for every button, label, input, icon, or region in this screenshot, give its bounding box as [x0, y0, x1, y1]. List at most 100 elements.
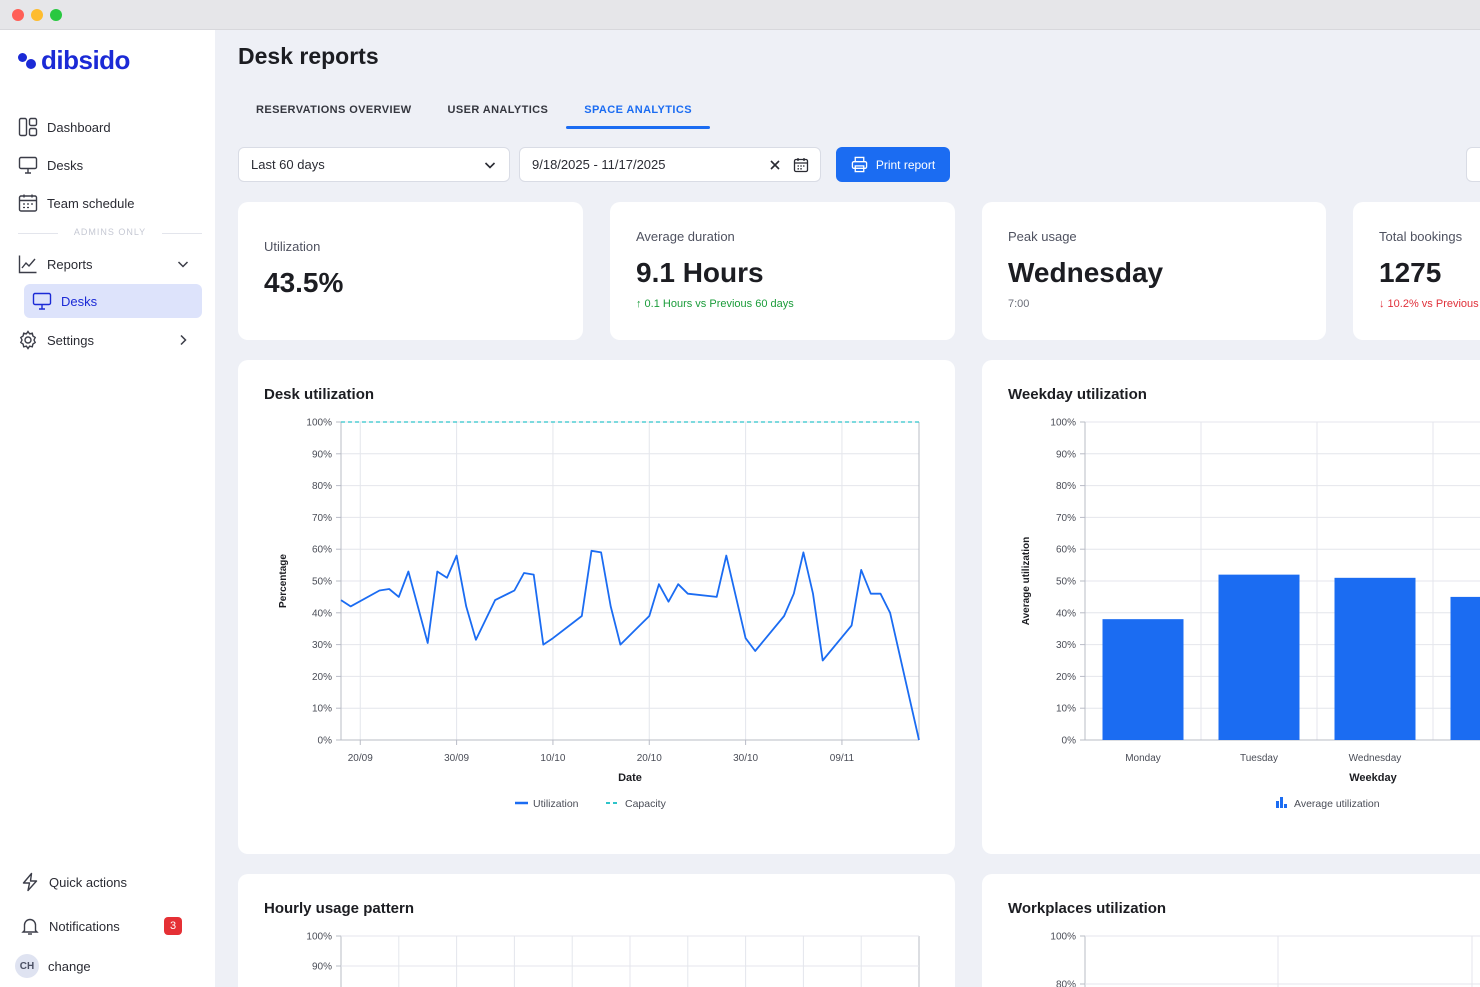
user-name: change: [48, 958, 91, 974]
monitor-icon: [18, 156, 38, 174]
y-tick-label: 70%: [1056, 513, 1076, 524]
x-tick-label: 30/10: [733, 753, 758, 764]
minimize-window-button[interactable]: [31, 9, 43, 21]
weekday-utilization-chart: 0% 10% 20% 30% 40% 50% 60% 70% 80% 90% 100% Monday T…: [1021, 418, 1480, 810]
kpi-change: ↑ 0.1 Hours vs Previous 60 days: [636, 298, 794, 310]
y-tick-label: 0%: [318, 736, 333, 747]
y-tick-label: 30%: [312, 640, 332, 651]
user-menu[interactable]: CH change: [15, 949, 199, 983]
sidebar-item-label: Dashboard: [47, 119, 111, 135]
maximize-window-button[interactable]: [50, 9, 62, 21]
y-tick-label: 0%: [1062, 736, 1077, 747]
x-tick-label: Wednesday: [1349, 753, 1402, 764]
utilization-series-line: [340, 549, 920, 741]
kpi-label: Peak usage: [1008, 229, 1077, 244]
sidebar-item-desks[interactable]: Desks: [18, 148, 202, 182]
calendar-icon: [18, 194, 38, 212]
y-axis-title: Percentage: [278, 554, 289, 608]
calendar-icon[interactable]: [793, 157, 809, 173]
print-report-label: Print report: [875, 157, 936, 172]
weekday-utilization-card: Weekday utilization 0% 10% 20% 30% 40% 50% 60%…: [982, 360, 1480, 854]
chart-title: Weekday utilization: [1008, 386, 1147, 403]
logo[interactable]: dibsido: [18, 45, 130, 75]
desk-utilization-chart: 0% 10% 20% 30% 40% 50% 60% 70% 80% 90% 100% 20/09 30…: [278, 418, 920, 810]
close-window-button[interactable]: [12, 9, 24, 21]
x-tick-label: 20/10: [637, 753, 662, 764]
sidebar-item-reports[interactable]: Reports: [18, 247, 202, 281]
chevron-down-icon[interactable]: [176, 257, 190, 271]
printer-icon: [851, 156, 868, 173]
x-axis-title: Weekday: [1349, 772, 1397, 784]
y-tick-label: 40%: [1056, 608, 1076, 619]
sidebar-item-dashboard[interactable]: Dashboard: [18, 110, 202, 144]
x-tick-label: 09/11: [830, 753, 855, 764]
desk-utilization-card: Desk utilization 0% 10% 20% 30% 40% 50% 60% 70%…: [238, 360, 955, 854]
dashboard-icon: [18, 117, 38, 137]
notifications-label: Notifications: [49, 918, 120, 934]
tab-user-analytics[interactable]: USER ANALYTICS: [447, 104, 549, 116]
y-tick-label: 80%: [1056, 481, 1076, 492]
sidebar-item-team-schedule[interactable]: Team schedule: [18, 186, 202, 220]
period-select-value: Last 60 days: [251, 157, 325, 172]
x-tick-label: Monday: [1125, 753, 1161, 764]
bar-tuesday: [1218, 574, 1300, 740]
window-titlebar: [0, 0, 1480, 30]
tab-reservations-overview[interactable]: RESERVATIONS OVERVIEW: [256, 104, 412, 116]
kpi-utilization-card: Utilization 43.5%: [238, 202, 583, 340]
sidebar: dibsido Dashboard Desks Team schedule AD…: [0, 30, 215, 987]
kpi-label: Utilization: [264, 239, 321, 254]
notifications-count-badge: 3: [164, 917, 182, 935]
kpi-label: Average duration: [636, 229, 735, 244]
date-range-field[interactable]: 9/18/2025 - 11/17/2025: [519, 147, 821, 182]
y-tick-label: 100%: [306, 932, 332, 943]
avatar: CH: [15, 954, 39, 978]
y-tick-label: 10%: [312, 704, 332, 715]
admins-only-label: ADMINS ONLY: [18, 227, 202, 237]
y-tick-label: 80%: [1056, 980, 1076, 987]
gear-icon: [19, 330, 37, 350]
y-tick-label: 20%: [1056, 672, 1076, 683]
sidebar-item-label: Desks: [47, 157, 84, 173]
chevron-right-icon[interactable]: [176, 333, 190, 347]
sidebar-item-label: Reports: [47, 256, 93, 272]
sidebar-item-label: Settings: [47, 332, 94, 348]
y-tick-label: 50%: [312, 577, 332, 588]
sidebar-item-label: Desks: [61, 293, 98, 309]
sidebar-item-reports-desks[interactable]: Desks: [24, 284, 202, 318]
notifications-button[interactable]: Notifications 3: [20, 909, 204, 943]
page-title: Desk reports: [238, 43, 379, 69]
quick-actions-button[interactable]: Quick actions: [20, 865, 204, 899]
x-tick-label: Tuesday: [1240, 753, 1278, 764]
print-report-button[interactable]: Print report: [836, 147, 950, 182]
y-tick-label: 60%: [312, 545, 332, 556]
chart-title: Hourly usage pattern: [264, 900, 415, 917]
kpi-average-duration-card: Average duration 9.1 Hours ↑ 0.1 Hours v…: [610, 202, 955, 340]
kpi-value: 1275: [1379, 257, 1442, 288]
sidebar-item-label: Team schedule: [47, 195, 135, 211]
y-tick-label: 100%: [1050, 932, 1076, 943]
bell-icon: [21, 918, 39, 935]
x-axis-title: Date: [618, 772, 642, 784]
kpi-value: 43.5%: [264, 267, 344, 298]
y-tick-label: 90%: [312, 449, 332, 460]
close-icon[interactable]: [768, 158, 782, 172]
kpi-change: ↓ 10.2% vs Previous: [1379, 298, 1479, 310]
hourly-usage-card: Hourly usage pattern 100% 90%: [238, 874, 955, 987]
tab-space-analytics[interactable]: SPACE ANALYTICS: [566, 94, 710, 129]
y-tick-label: 100%: [1050, 418, 1076, 429]
legend-capacity-label: Capacity: [625, 798, 667, 810]
bar-monday: [1102, 619, 1184, 740]
legend-utilization-label: Utilization: [533, 798, 579, 810]
bar-wednesday: [1334, 577, 1416, 740]
chart-title: Desk utilization: [264, 386, 375, 403]
x-tick-label: 20/09: [348, 753, 373, 764]
more-options-button[interactable]: [1466, 147, 1480, 182]
y-tick-label: 90%: [1056, 449, 1076, 460]
y-tick-label: 80%: [312, 481, 332, 492]
chart-line-icon: [18, 255, 37, 274]
y-tick-label: 50%: [1056, 577, 1076, 588]
legend-average-utilization-swatch: [1276, 797, 1287, 808]
period-select[interactable]: Last 60 days: [238, 147, 510, 182]
sidebar-item-settings[interactable]: Settings: [18, 323, 202, 357]
chevron-down-icon: [484, 161, 496, 169]
